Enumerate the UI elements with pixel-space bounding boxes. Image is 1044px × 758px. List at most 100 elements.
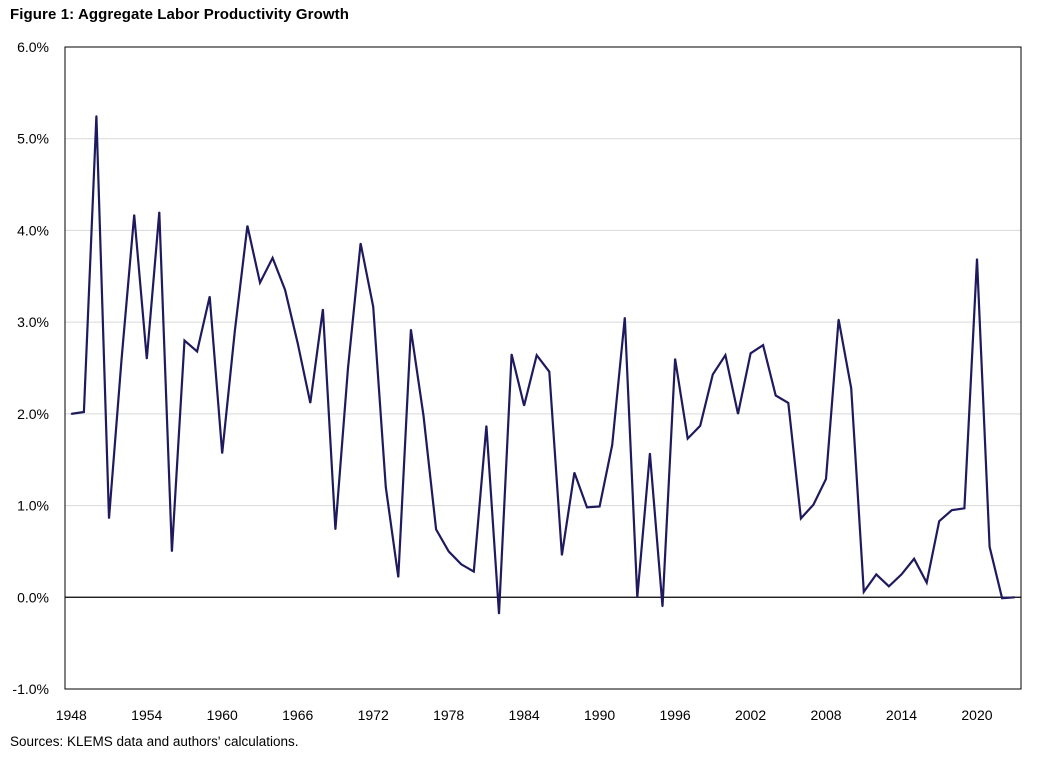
data-point bbox=[712, 373, 714, 375]
data-point bbox=[963, 507, 966, 509]
gridlines bbox=[65, 46, 1021, 690]
data-point bbox=[989, 546, 991, 548]
data-point bbox=[460, 563, 462, 565]
data-point bbox=[95, 115, 97, 117]
data-point bbox=[397, 576, 399, 578]
data-point bbox=[259, 282, 261, 284]
y-tick-label: -1.0% bbox=[12, 681, 49, 697]
data-point bbox=[913, 558, 915, 560]
data-point bbox=[121, 358, 123, 360]
data-point bbox=[800, 517, 802, 520]
data-point bbox=[196, 350, 198, 353]
x-tick-label: 1978 bbox=[433, 707, 464, 723]
data-points bbox=[70, 115, 1016, 615]
line-chart: -1.0%0.0%1.0%2.0%3.0%4.0%5.0%6.0% 1948 19… bbox=[12, 39, 1022, 723]
data-point bbox=[322, 308, 324, 310]
data-point bbox=[523, 405, 525, 407]
data-point bbox=[636, 596, 638, 598]
x-axis-ticks: 1948 1954 1960 1966 1972 1978 1984 1990 1996 2002… bbox=[56, 707, 993, 723]
data-point bbox=[410, 328, 412, 331]
series-line bbox=[71, 115, 1015, 614]
x-tick-label: 1972 bbox=[358, 707, 389, 723]
data-point bbox=[674, 358, 676, 360]
x-tick-label: 2014 bbox=[886, 707, 917, 723]
data-point bbox=[272, 257, 274, 259]
x-tick-label: 1996 bbox=[660, 707, 691, 723]
data-point bbox=[385, 486, 387, 488]
x-tick-label: 2020 bbox=[961, 707, 992, 723]
data-point bbox=[234, 330, 236, 332]
data-point bbox=[724, 354, 727, 356]
data-point bbox=[599, 505, 601, 508]
data-point bbox=[573, 472, 576, 474]
data-point bbox=[221, 452, 223, 454]
data-point bbox=[838, 318, 840, 320]
x-tick-label: 1984 bbox=[509, 707, 540, 723]
data-point bbox=[171, 550, 173, 553]
data-point bbox=[1001, 597, 1003, 599]
data-point bbox=[284, 289, 286, 291]
data-point bbox=[624, 317, 626, 319]
plot-area-border bbox=[64, 46, 1022, 690]
data-point bbox=[762, 344, 764, 346]
data-point bbox=[812, 504, 815, 506]
data-point bbox=[737, 413, 739, 415]
data-point bbox=[825, 478, 827, 480]
data-point bbox=[951, 509, 953, 511]
data-point bbox=[850, 387, 852, 389]
y-tick-label: 3.0% bbox=[17, 314, 49, 330]
data-point bbox=[863, 591, 865, 593]
data-point bbox=[498, 613, 500, 615]
x-tick-label: 2008 bbox=[810, 707, 841, 723]
x-tick-label: 1966 bbox=[282, 707, 313, 723]
data-point bbox=[448, 550, 450, 553]
x-tick-label: 1990 bbox=[584, 707, 615, 723]
data-point bbox=[976, 258, 978, 260]
data-point bbox=[183, 339, 186, 342]
data-point bbox=[347, 367, 349, 369]
data-point bbox=[485, 425, 487, 427]
data-point bbox=[511, 353, 513, 355]
data-point bbox=[146, 358, 148, 360]
data-point bbox=[649, 452, 651, 454]
data-point bbox=[938, 520, 940, 522]
x-tick-label: 1954 bbox=[131, 707, 162, 723]
data-point bbox=[611, 444, 613, 446]
data-point bbox=[158, 211, 160, 213]
data-point bbox=[133, 214, 135, 216]
data-point bbox=[309, 402, 311, 404]
x-tick-label: 2002 bbox=[735, 707, 766, 723]
data-point bbox=[548, 371, 550, 373]
x-tick-label: 1960 bbox=[207, 707, 238, 723]
y-tick-label: 4.0% bbox=[17, 222, 49, 238]
source-note: Sources: KLEMS data and authors' calcula… bbox=[10, 734, 299, 749]
data-point bbox=[699, 425, 701, 427]
data-point bbox=[297, 342, 299, 344]
data-point bbox=[209, 295, 211, 298]
data-point bbox=[83, 411, 85, 413]
y-tick-label: 2.0% bbox=[17, 406, 49, 422]
data-point bbox=[1014, 596, 1016, 598]
data-point bbox=[875, 573, 877, 576]
data-point bbox=[750, 352, 752, 354]
y-tick-label: 0.0% bbox=[17, 589, 49, 605]
data-point bbox=[372, 306, 374, 308]
data-point bbox=[435, 528, 437, 531]
y-tick-label: 5.0% bbox=[17, 131, 49, 147]
data-point bbox=[787, 402, 789, 404]
data-point bbox=[926, 582, 928, 584]
data-point bbox=[334, 528, 336, 531]
x-tick-label: 1948 bbox=[56, 707, 87, 723]
y-tick-label: 6.0% bbox=[17, 39, 49, 55]
data-point bbox=[687, 438, 689, 440]
data-point bbox=[360, 242, 362, 244]
data-point bbox=[246, 225, 248, 227]
data-point bbox=[775, 394, 777, 397]
y-axis-ticks: -1.0% 0.0% 1.0% 2.0% 3.0% 4.0% 5.0% 6.0% bbox=[12, 39, 49, 697]
data-point bbox=[586, 506, 588, 508]
chart-title: Figure 1: Aggregate Labor Productivity G… bbox=[10, 6, 349, 23]
y-tick-label: 1.0% bbox=[17, 498, 49, 514]
data-point bbox=[888, 585, 890, 587]
data-point bbox=[422, 415, 425, 417]
data-point bbox=[561, 554, 563, 556]
